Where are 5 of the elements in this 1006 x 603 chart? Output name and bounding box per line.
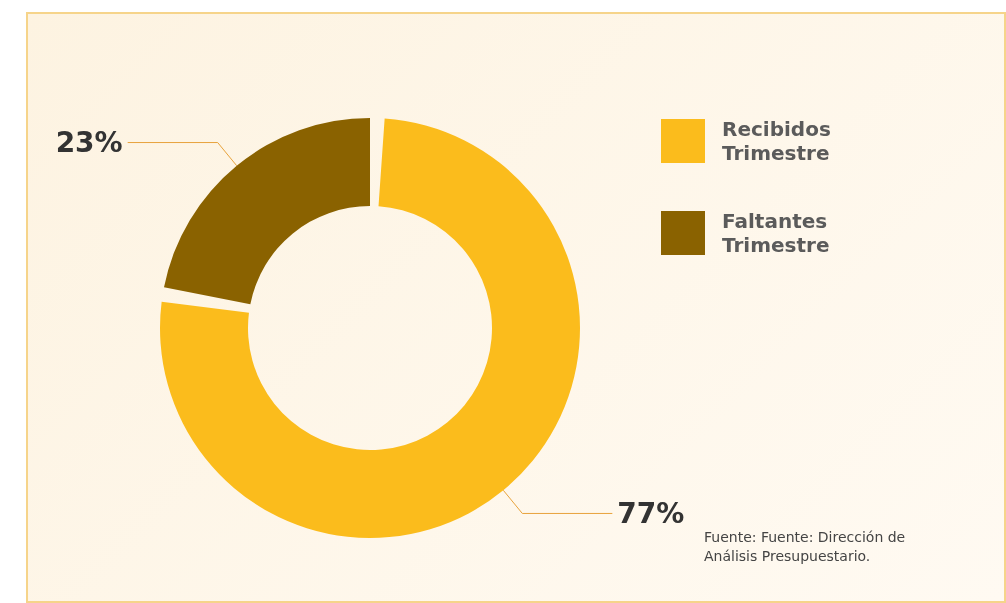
data-label: 23% [55,126,123,160]
legend-label: Recibidos Trimestre [722,117,838,165]
data-label: 77% [617,496,685,530]
legend-label: Faltantes Trimestre [722,209,835,257]
source-note: Fuente: Fuente: Dirección de Análisis Presupuestario. [704,528,910,564]
